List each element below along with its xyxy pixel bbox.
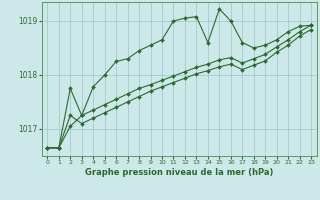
X-axis label: Graphe pression niveau de la mer (hPa): Graphe pression niveau de la mer (hPa) (85, 168, 273, 177)
